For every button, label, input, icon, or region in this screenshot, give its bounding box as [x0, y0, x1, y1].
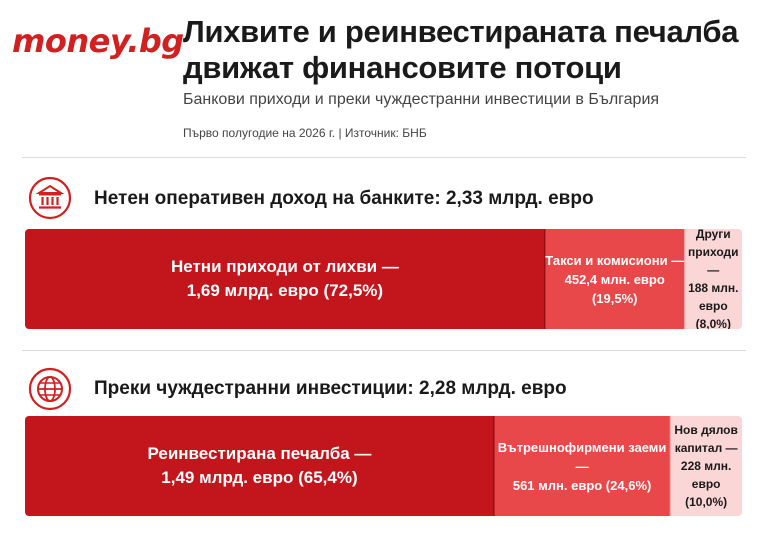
- segment-label-2: Вътрешнофирмени заеми — 561 млн. евро (24…: [494, 416, 670, 516]
- chart-1-bar: Нетни приходи от лихви — 1,69 млрд. евро …: [25, 229, 742, 329]
- bar-segment-2: [544, 229, 685, 329]
- header-divider: [22, 157, 746, 158]
- chart-2-svg: [25, 416, 742, 516]
- chart-2-title: Преки чуждестранни инвестиции: 2,28 млрд…: [94, 378, 567, 399]
- data-label-line: 188 млн. евро: [688, 281, 739, 313]
- bar-segment-1: [25, 229, 545, 329]
- chart-1-title: Нетен оперативен доход на банките: 2,33 …: [94, 188, 594, 209]
- bar-segment-1: [25, 416, 494, 516]
- chart-1-svg: [25, 229, 742, 329]
- bar-segment-3: [670, 416, 742, 516]
- data-label-line: Нов дялов капитал —: [674, 423, 738, 455]
- globe-icon: [28, 367, 72, 411]
- data-label-line: Вътрешнофирмени заеми —: [497, 439, 667, 474]
- bar-segment-2: [493, 416, 671, 516]
- segment-label-1: Реинвестирана печалба — 1,49 млрд. евро (…: [25, 416, 494, 516]
- source-note: Първо полугодие на 2026 г. | Източник: Б…: [183, 126, 427, 140]
- page-title: Лихвите и реинвестираната печалба движат…: [183, 14, 739, 85]
- data-label-line: Нетни приходи от лихви —: [170, 257, 399, 276]
- data-label-line: 561 млн. евро (24,6%): [512, 477, 652, 493]
- data-label-line: Други приходи —: [688, 229, 739, 277]
- data-label-line: Реинвестирана печалба —: [147, 444, 372, 463]
- segment-label-3: Други приходи — 188 млн. евро (8,0%): [685, 229, 742, 329]
- data-label-line: 1,49 млрд. евро (65,4%): [161, 468, 358, 487]
- chart-2-bar: Реинвестирана печалба — 1,49 млрд. евро (…: [25, 416, 742, 516]
- data-label-line: 1,69 млрд. евро (72,5%): [186, 281, 384, 300]
- brand-logo: money.bg: [12, 22, 184, 60]
- data-label-line: (8,0%): [695, 317, 731, 329]
- data-label-line: 228 млн. евро: [680, 459, 732, 491]
- data-label-line: 452,4 млн. евро (19,5%): [564, 271, 665, 306]
- segment-label-2: Такси и комисиони — 452,4 млн. евро (19,5…: [545, 229, 685, 329]
- section-divider: [22, 350, 746, 351]
- data-label-line: (10,0%): [685, 495, 728, 509]
- bank-building-icon: [28, 176, 72, 220]
- segment-label-3: Нов дялов капитал — 228 млн. евро (10,0%): [670, 416, 742, 516]
- bar-segment-3: [684, 229, 742, 329]
- page-subtitle: Банкови приходи и преки чуждестранни инв…: [183, 91, 660, 108]
- segment-label-1: Нетни приходи от лихви — 1,69 млрд. евро …: [25, 229, 545, 329]
- data-label-line: Такси и комисиони —: [545, 252, 685, 268]
